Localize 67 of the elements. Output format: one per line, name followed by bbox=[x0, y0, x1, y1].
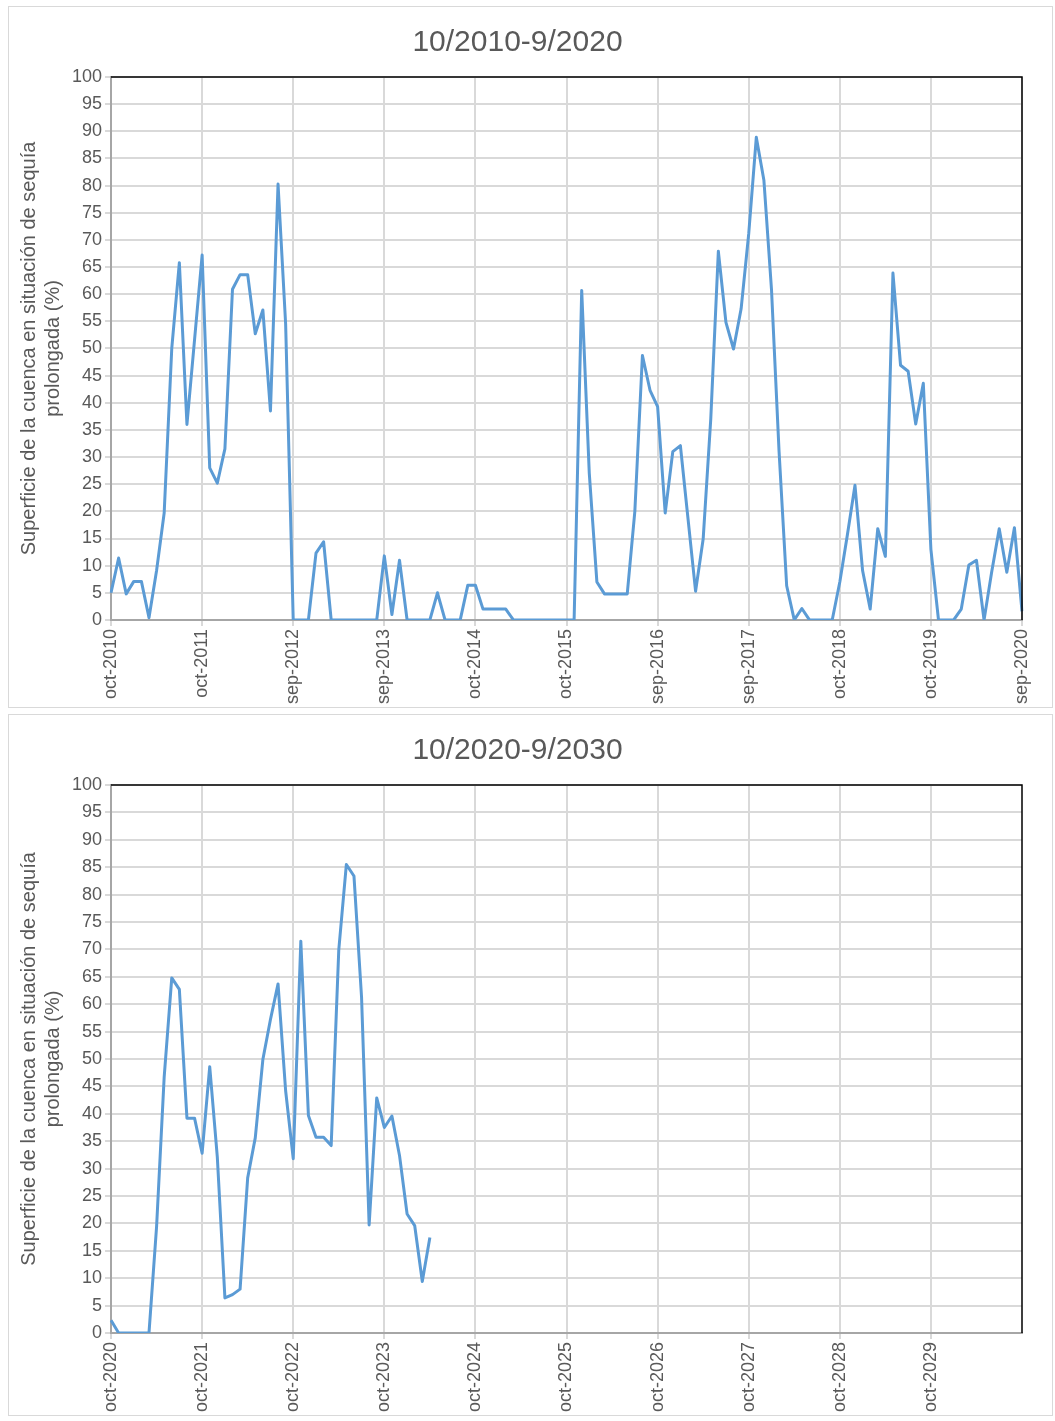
y-tick-label: 45 bbox=[82, 364, 103, 385]
y-tick-label: 75 bbox=[82, 910, 103, 931]
y-tick-label: 75 bbox=[82, 201, 103, 222]
x-tick-label: oct-2020 bbox=[100, 1341, 120, 1413]
y-tick-label: 60 bbox=[82, 283, 103, 304]
y-tick-label: 65 bbox=[82, 965, 103, 986]
x-tick-label: oct-2023 bbox=[373, 1341, 394, 1413]
y-tick-label: 70 bbox=[82, 938, 103, 959]
chart-title: 10/2010-9/2020 bbox=[412, 24, 623, 58]
x-tick-label: oct-2024 bbox=[464, 1341, 485, 1413]
x-tick-label: oct-2029 bbox=[919, 1341, 940, 1413]
x-tick-label: oct-2011 bbox=[191, 628, 212, 698]
x-tick-label: oct-2022 bbox=[282, 1341, 303, 1413]
x-tick-label: sep-2017 bbox=[737, 628, 758, 704]
y-tick-label: 85 bbox=[82, 147, 103, 168]
y-axis-title: Superficie de la cuenca en situación de sequía prolongada (%) bbox=[16, 140, 63, 556]
y-tick-label: 100 bbox=[71, 773, 103, 794]
y-tick-label: 90 bbox=[82, 828, 103, 849]
x-tick-label: oct-2018 bbox=[828, 628, 849, 699]
y-tick-label: 95 bbox=[82, 93, 103, 114]
y-tick-label: 15 bbox=[82, 527, 103, 548]
y-tick-label: 80 bbox=[82, 174, 103, 195]
y-axis-title: Superficie de la cuenca en situación de sequía prolongada (%) bbox=[16, 851, 63, 1266]
x-tick-label: oct-2015 bbox=[555, 628, 576, 699]
x-tick-label: oct-2028 bbox=[828, 1341, 849, 1413]
y-tick-label: 20 bbox=[82, 500, 103, 521]
y-tick-label: 0 bbox=[92, 608, 103, 629]
y-tick-label: 0 bbox=[92, 1321, 103, 1342]
x-tick-label: sep-2013 bbox=[373, 628, 394, 704]
y-tick-label: 45 bbox=[82, 1075, 103, 1096]
x-tick-label: oct-2021 bbox=[191, 1341, 212, 1413]
x-tick-label: oct-2027 bbox=[737, 1341, 758, 1413]
chart-title: 10/2020-9/2030 bbox=[412, 732, 623, 766]
y-tick-label: 40 bbox=[82, 1102, 103, 1123]
y-tick-label: 5 bbox=[92, 1294, 103, 1315]
y-tick-label: 25 bbox=[82, 473, 103, 494]
x-tick-label: sep-2020 bbox=[1010, 628, 1031, 704]
x-tick-label: sep-2016 bbox=[646, 628, 667, 704]
y-tick-label: 30 bbox=[82, 1157, 103, 1178]
y-tick-label: 5 bbox=[92, 581, 103, 602]
y-tick-label: 35 bbox=[82, 418, 103, 439]
x-tick-label: oct-2010 bbox=[100, 628, 120, 699]
y-tick-label: 60 bbox=[82, 993, 103, 1014]
y-tick-label: 55 bbox=[82, 1020, 103, 1041]
x-tick-label: sep-2012 bbox=[282, 628, 303, 704]
y-tick-label: 40 bbox=[82, 391, 103, 412]
y-tick-label: 80 bbox=[82, 883, 103, 904]
y-tick-label: 10 bbox=[82, 1267, 103, 1288]
y-tick-label: 90 bbox=[82, 120, 103, 141]
y-tick-label: 25 bbox=[82, 1184, 103, 1205]
x-tick-label: oct-2025 bbox=[555, 1341, 576, 1413]
y-tick-label: 100 bbox=[71, 65, 103, 86]
y-tick-label: 30 bbox=[82, 446, 103, 467]
y-tick-label: 65 bbox=[82, 256, 103, 276]
x-tick-label: oct-2014 bbox=[464, 628, 485, 699]
y-tick-label: 20 bbox=[82, 1212, 103, 1233]
x-tick-label: oct-2026 bbox=[646, 1341, 667, 1413]
y-tick-label: 95 bbox=[82, 801, 103, 822]
y-tick-label: 15 bbox=[82, 1239, 103, 1260]
y-tick-label: 50 bbox=[82, 337, 103, 358]
x-tick-label: oct-2019 bbox=[919, 628, 940, 699]
y-tick-label: 55 bbox=[82, 310, 103, 331]
y-tick-label: 10 bbox=[82, 554, 103, 575]
y-tick-label: 50 bbox=[82, 1047, 103, 1068]
y-tick-label: 85 bbox=[82, 856, 103, 877]
y-tick-label: 35 bbox=[82, 1130, 103, 1151]
y-tick-label: 70 bbox=[82, 228, 103, 249]
